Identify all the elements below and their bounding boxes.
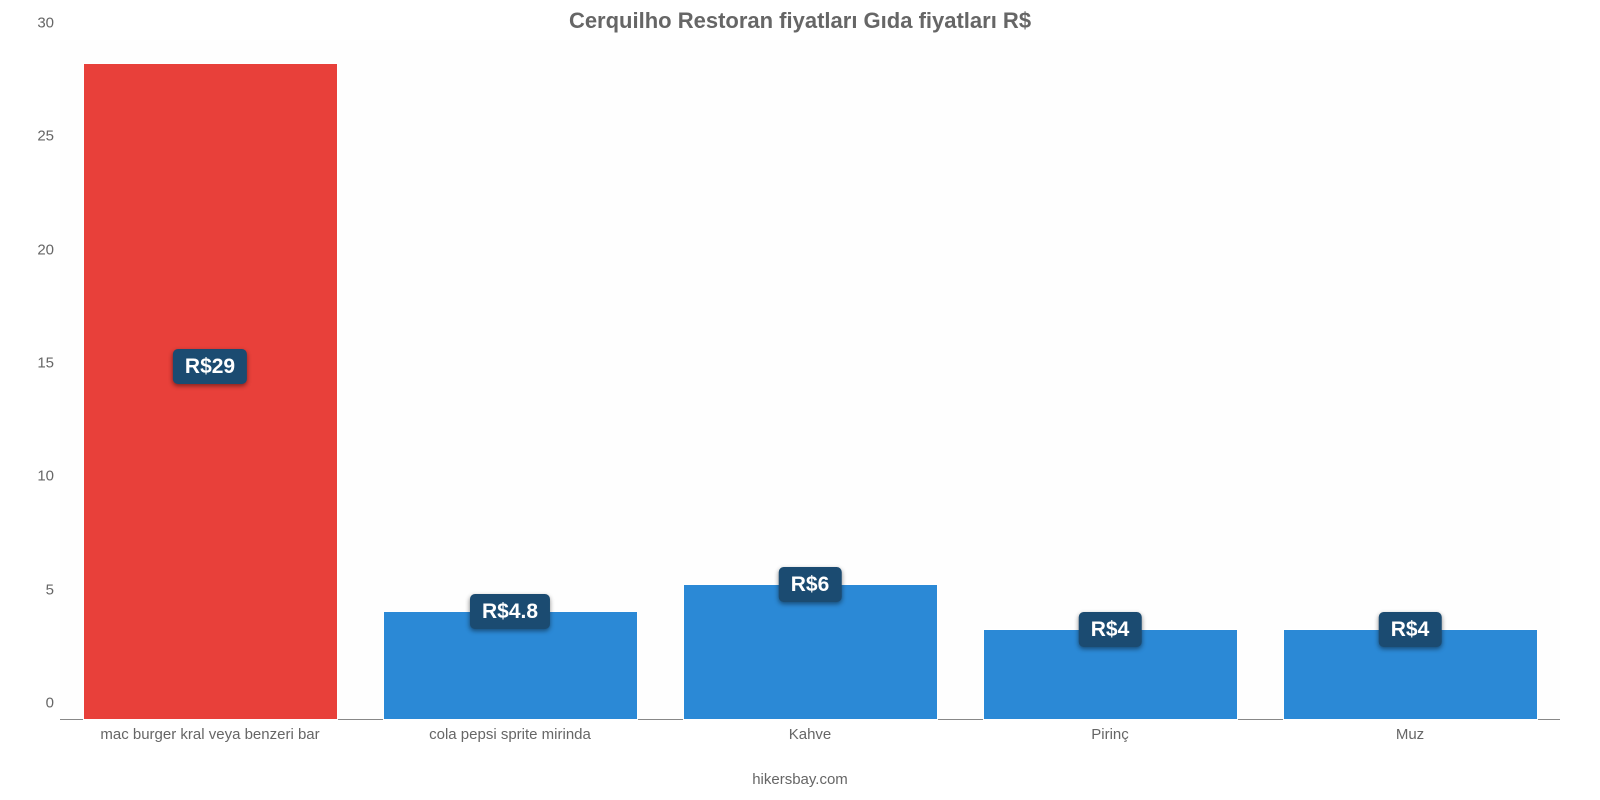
bar-group: KahveR$6 bbox=[683, 40, 938, 720]
attribution-text: hikersbay.com bbox=[0, 771, 1600, 788]
chart-container: Cerquilho Restoran fiyatları Gıda fiyatl… bbox=[0, 0, 1600, 800]
value-badge: R$4.8 bbox=[470, 594, 550, 629]
value-badge: R$6 bbox=[779, 567, 842, 602]
category-label: Muz bbox=[1283, 726, 1538, 743]
bar bbox=[83, 63, 338, 720]
value-badge: R$4 bbox=[1079, 612, 1142, 647]
category-label: mac burger kral veya benzeri bar bbox=[83, 726, 338, 743]
y-tick-label: 25 bbox=[20, 128, 54, 145]
y-tick-label: 20 bbox=[20, 241, 54, 258]
bar-group: PirinçR$4 bbox=[983, 40, 1238, 720]
value-badge: R$29 bbox=[173, 349, 247, 384]
category-label: Pirinç bbox=[983, 726, 1238, 743]
bars-layer: mac burger kral veya benzeri barR$29cola… bbox=[60, 40, 1560, 720]
y-tick-label: 30 bbox=[20, 15, 54, 32]
chart-title: Cerquilho Restoran fiyatları Gıda fiyatl… bbox=[0, 8, 1600, 34]
category-label: cola pepsi sprite mirinda bbox=[383, 726, 638, 743]
bar-group: mac burger kral veya benzeri barR$29 bbox=[83, 40, 338, 720]
value-badge: R$4 bbox=[1379, 612, 1442, 647]
bar-group: cola pepsi sprite mirindaR$4.8 bbox=[383, 40, 638, 720]
y-tick-label: 5 bbox=[20, 581, 54, 598]
bar bbox=[683, 584, 938, 720]
y-tick-label: 15 bbox=[20, 355, 54, 372]
y-tick-label: 10 bbox=[20, 468, 54, 485]
bar-group: MuzR$4 bbox=[1283, 40, 1538, 720]
category-label: Kahve bbox=[683, 726, 938, 743]
y-tick-label: 0 bbox=[20, 695, 54, 712]
plot-area: 051015202530 mac burger kral veya benzer… bbox=[60, 40, 1560, 720]
